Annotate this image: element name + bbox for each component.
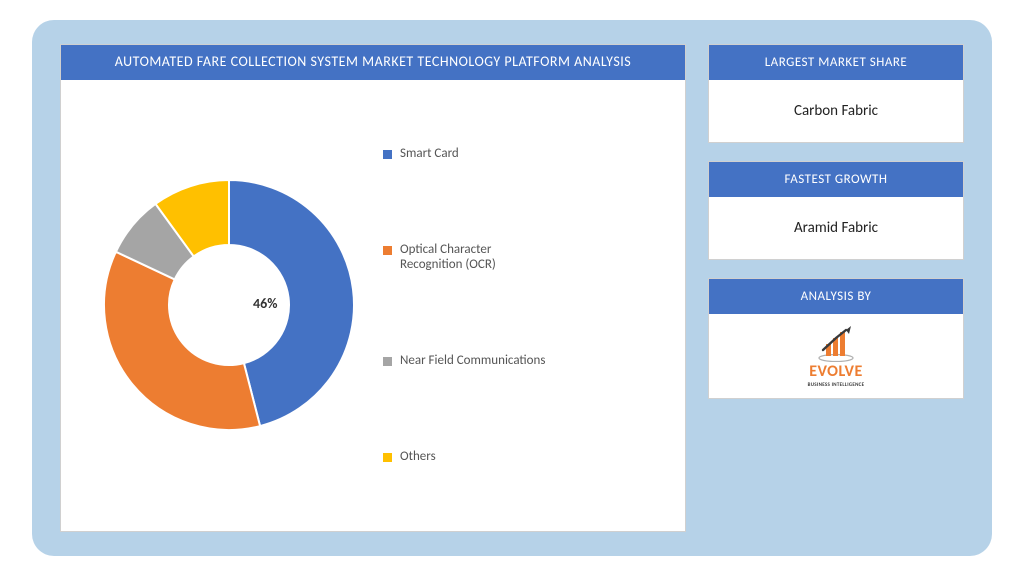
side-cards-column: LARGEST MARKET SHARE Carbon Fabric FASTE… (708, 44, 964, 532)
brand-logo: EVOLVE BUSINESS INTELLIGENCE (709, 314, 963, 398)
card-header: FASTEST GROWTH (709, 162, 963, 197)
legend-item: Others (383, 449, 553, 464)
brand-subtitle: BUSINESS INTELLIGENCE (808, 382, 865, 388)
legend-item: Optical Character Recognition (OCR) (383, 242, 553, 272)
card-header: ANALYSIS BY (709, 279, 963, 314)
legend-label: Near Field Communications (400, 353, 545, 368)
legend-item: Near Field Communications (383, 353, 553, 368)
infographic-frame: AUTOMATED FARE COLLECTION SYSTEM MARKET … (32, 20, 992, 556)
donut-chart: 46% (79, 155, 379, 455)
legend-swatch (383, 150, 392, 159)
chart-body: 46% Smart Card Optical Character Recognit… (61, 80, 685, 531)
chart-title: AUTOMATED FARE COLLECTION SYSTEM MARKET … (61, 45, 685, 80)
largest-market-share-card: LARGEST MARKET SHARE Carbon Fabric (708, 44, 964, 143)
card-value: Carbon Fabric (709, 80, 963, 142)
analysis-by-card: ANALYSIS BY EVOLVE BUSINES (708, 278, 964, 399)
legend-swatch (383, 246, 392, 255)
donut-chart-panel: AUTOMATED FARE COLLECTION SYSTEM MARKET … (60, 44, 686, 532)
legend-swatch (383, 357, 392, 366)
donut-svg (79, 155, 379, 455)
legend-label: Others (400, 449, 436, 464)
legend-swatch (383, 453, 392, 462)
brand-name: EVOLVE (809, 364, 863, 380)
legend-label: Smart Card (400, 146, 459, 161)
legend-item: Smart Card (383, 146, 553, 161)
card-header: LARGEST MARKET SHARE (709, 45, 963, 80)
legend-label: Optical Character Recognition (OCR) (400, 242, 553, 272)
card-value: Aramid Fabric (709, 197, 963, 259)
evolve-logo-icon (816, 326, 856, 362)
fastest-growth-card: FASTEST GROWTH Aramid Fabric (708, 161, 964, 260)
slice-label-46pct: 46% (253, 295, 277, 312)
donut-slice (104, 252, 260, 430)
chart-legend: Smart Card Optical Character Recognition … (379, 88, 673, 523)
